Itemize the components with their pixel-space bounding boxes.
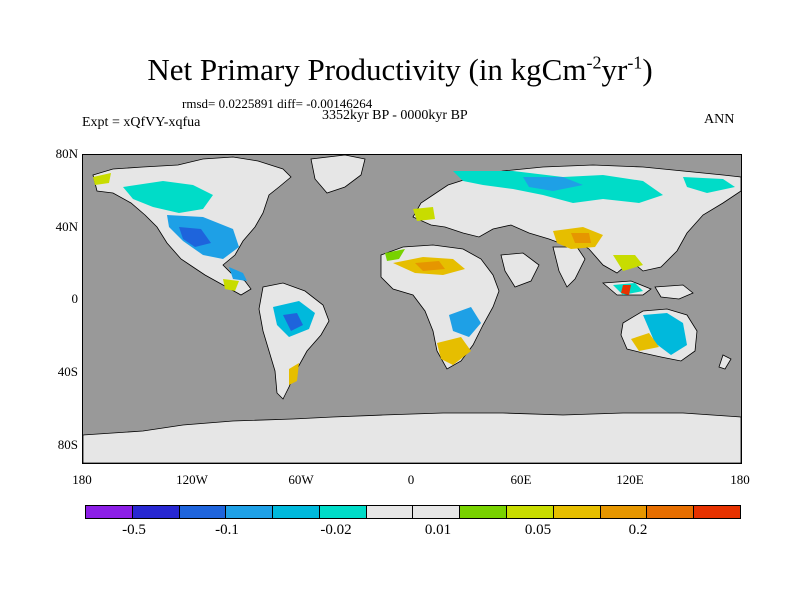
colorbar-box	[226, 506, 274, 518]
colorbar-label: 0.01	[424, 522, 452, 538]
world-map	[83, 155, 741, 463]
lon-tick-120w: 120W	[176, 472, 208, 487]
colorbar-box	[600, 506, 648, 518]
lat-tick-80s: 80S	[57, 437, 78, 452]
colorbar-box	[460, 506, 508, 518]
lon-tick-180e: 180	[730, 472, 750, 487]
lat-tick-80n: 80N	[55, 146, 78, 161]
positive-anomaly-layer	[93, 173, 659, 385]
colorbar-label: 0.2	[628, 522, 648, 538]
colorbar-box	[694, 506, 740, 518]
colorbar-box	[86, 506, 133, 518]
colorbar-box	[553, 506, 601, 518]
colorbar-box	[507, 506, 554, 518]
map-title: Net Primary Productivity (in kgCm-2yr-1)	[147, 52, 653, 87]
colorbar	[85, 505, 741, 519]
lat-tick-40n: 40N	[55, 219, 78, 234]
colorbar-box	[179, 506, 227, 518]
colorbar-box	[647, 506, 695, 518]
colorbar-box	[132, 506, 180, 518]
colorbar-box	[413, 506, 461, 518]
colorbar-box	[319, 506, 367, 518]
lon-tick-0: 0	[407, 472, 415, 487]
colorbar-label: 0.05	[524, 522, 552, 538]
lat-tick-40s: 40S	[57, 364, 78, 379]
colorbar-label: -0.1	[215, 522, 239, 538]
stats-line: rmsd= 0.0225891 diff= -0.00146264	[182, 96, 373, 111]
lon-tick-120e: 120E	[616, 472, 644, 487]
map-panel	[82, 154, 742, 464]
negative-anomaly-layer	[123, 171, 735, 355]
lon-tick-60e: 60E	[510, 472, 532, 487]
lon-tick-60w: 60W	[288, 472, 314, 487]
lat-tick-0: 0	[71, 291, 79, 306]
colorbar-box	[273, 506, 320, 518]
season-label: ANN	[704, 112, 735, 127]
colorbar-label: -0.02	[320, 522, 352, 538]
lon-tick-180w: 180	[72, 472, 92, 487]
colorbar-box	[366, 506, 414, 518]
colorbar-label: -0.5	[122, 522, 146, 538]
period-label: 3352kyr BP - 0000kyr BP	[322, 108, 468, 123]
experiment-label: Expt = xQfVY-xqfua	[82, 115, 201, 130]
